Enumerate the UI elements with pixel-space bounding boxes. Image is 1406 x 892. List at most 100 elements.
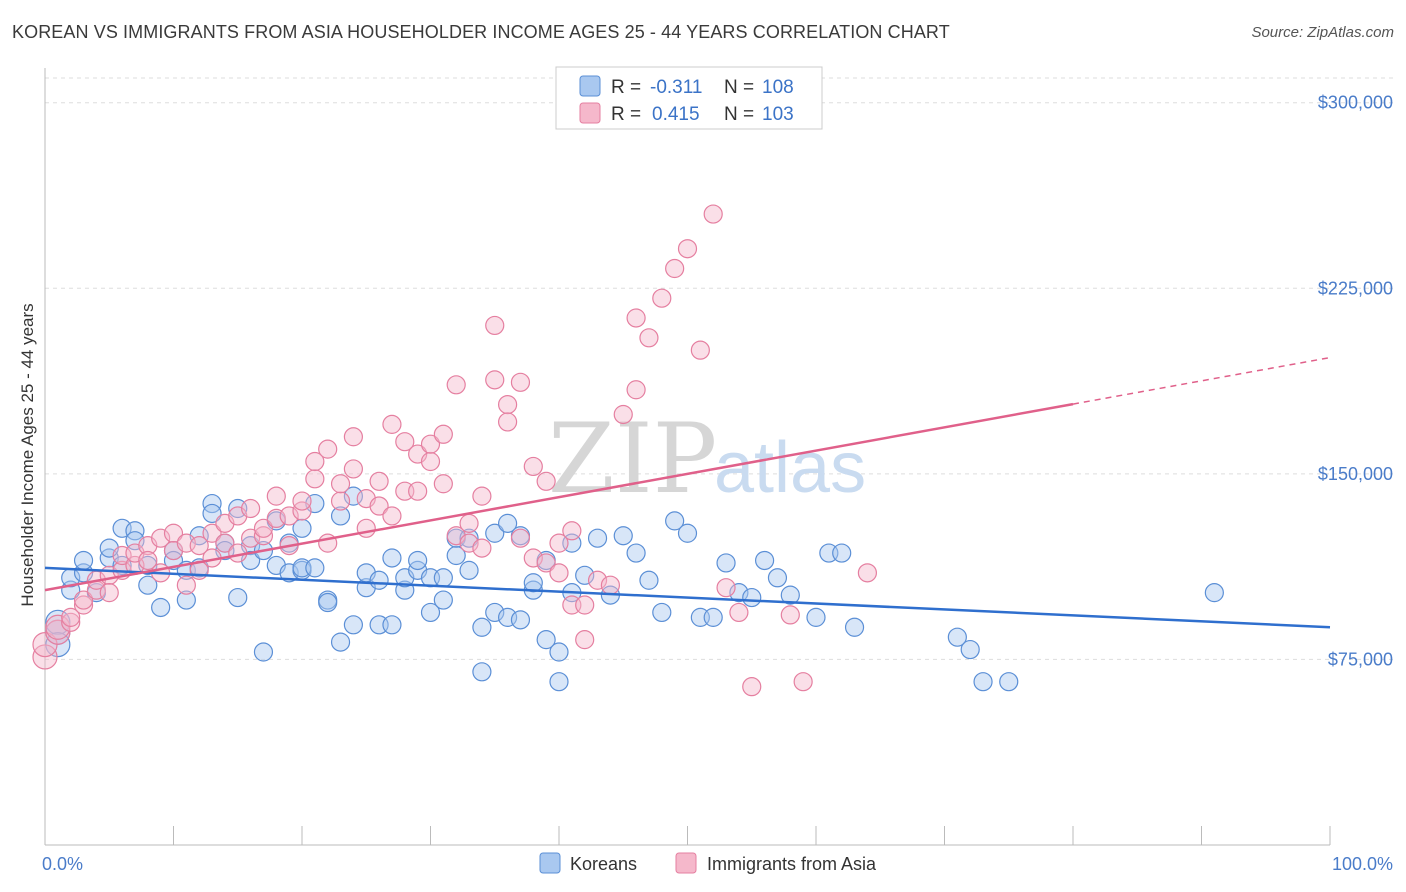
immigrant-point [408,481,428,501]
legend-r-label: R = [611,77,641,98]
immigrant-point [523,548,543,568]
immigrant-point [45,614,71,640]
immigrant-point [382,414,402,434]
korean-point [138,575,158,595]
immigrant-point [562,521,582,541]
immigrant-point [510,528,531,548]
x-tick-label: 100.0% [1332,854,1393,874]
korean-point [433,568,453,588]
immigrant-point [343,459,363,479]
legend-swatch-immigrants [579,102,601,124]
koreans-trend-line [44,566,1331,629]
immigrant-point [189,536,209,556]
legend-swatch-koreans [579,75,601,97]
immigrant-point [420,434,441,454]
immigrant-point [690,340,710,360]
korean-point [125,521,145,541]
korean-point [292,518,312,538]
immigrant-point [279,506,299,526]
legend-n-label: N = [724,104,754,125]
korean-point [652,602,672,623]
korean-point [382,548,402,568]
immigrant-point [498,394,518,415]
immigrant-point [716,578,736,598]
korean-point [446,545,466,566]
immigrant-point [61,607,81,627]
immigrant-point [626,308,646,328]
axes [44,68,1331,846]
immigrant-point [472,538,492,558]
immigrant-point [176,575,196,595]
korean-point [176,590,196,610]
immigrant-point [305,451,325,472]
source-label: Source: ZipAtlas.com [1251,24,1394,41]
immigrant-point [703,204,723,224]
immigrant-point [498,412,518,432]
korean-point [202,493,222,514]
immigrant-point [613,404,633,425]
immigrant-point [292,491,312,511]
immigrant-point [639,328,659,348]
korean-point [549,642,569,662]
immigrant-point [356,518,376,538]
immigrant-point [369,496,389,516]
watermark-zip: ZIP [548,403,717,515]
immigrant-point [241,498,261,519]
immigrant-point [485,370,505,390]
immigrant-point [575,630,595,650]
korean-point [947,627,967,647]
legend-swatch-koreans [539,852,561,874]
immigrant-point [677,239,698,259]
korean-point [202,503,222,524]
immigrant-point [138,550,158,571]
tick-labels: $75,000 $150,000 $225,000 $300,000 0.0% 100.0… [42,93,1393,874]
korean-point [73,550,94,571]
immigrant-point [652,288,672,308]
stats-legend: R = -0.311 N = 108 R = 0.415 N = 103 [555,66,823,130]
korean-point [587,528,608,548]
legend-r-value: -0.311 [650,77,702,98]
trend-lines [44,356,1331,629]
immigrant-point [73,590,94,610]
korean-point [459,560,479,580]
korean-point [973,672,993,692]
immigrant-point [330,491,351,511]
immigrant-point [151,528,171,548]
immigrant-point [780,605,800,625]
immigrant-point [626,380,646,400]
immigrant-point [215,533,235,553]
y-tick-label: $225,000 [1318,278,1393,298]
korean-point [780,585,800,605]
y-tick-label: $300,000 [1318,93,1393,113]
immigrant-point [523,456,543,477]
immigrant-point [587,570,608,590]
korean-point [536,630,556,650]
korean-point [330,632,351,652]
korean-point [999,672,1019,692]
immigrant-point [253,526,274,546]
immigrant-point [549,563,569,583]
immigrant-point [857,563,878,583]
legend-r-label: R = [611,104,641,125]
korean-point [575,565,595,585]
korean-point [806,607,826,627]
immigrants-trend-line [44,402,1074,592]
korean-point [613,526,633,546]
immigrant-point [420,451,441,472]
korean-point [523,573,543,593]
immigrant-point [99,583,119,603]
immigrant-point [73,595,94,615]
immigrant-point [729,602,749,623]
korean-point [253,642,274,662]
korean-point [767,568,788,588]
legend-swatch-immigrants [675,852,697,874]
korean-point [844,617,865,637]
korean-point [510,610,531,630]
immigrant-point [266,486,286,506]
legend-immigrants-label: Immigrants from Asia [707,854,877,874]
korean-point [151,597,171,618]
korean-point [472,617,492,637]
immigrant-point [163,523,184,543]
immigrant-point [742,677,762,697]
